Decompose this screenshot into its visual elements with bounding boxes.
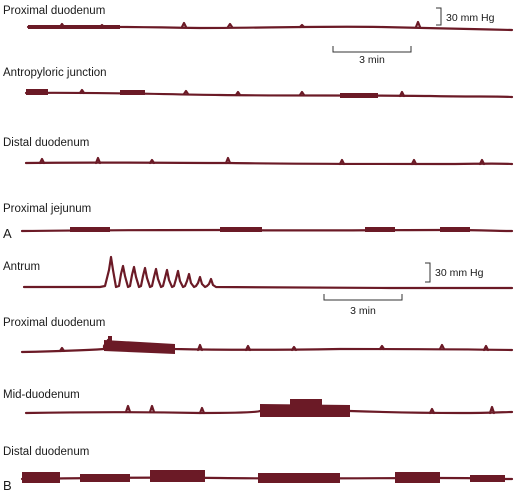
trace-label-a-antropyloric-junction: Antropyloric junction — [3, 67, 107, 79]
pressure-scale-label-b: 30 mm Hg — [435, 267, 484, 279]
pressure-scale-label-a: 30 mm Hg — [446, 12, 495, 24]
trace-a-antropyloric-junction — [24, 88, 514, 99]
trace-b-proximal-duodenum — [20, 336, 514, 354]
pressure-scale-bar-a — [436, 7, 442, 26]
trace-label-b-antrum: Antrum — [3, 261, 40, 273]
trace-b-distal-duodenum — [20, 470, 514, 483]
trace-a-distal-duodenum — [24, 156, 514, 166]
trace-a-proximal-duodenum — [26, 20, 514, 32]
pressure-scale-bar-b — [425, 262, 431, 283]
trace-a-proximal-jejunum — [20, 227, 514, 233]
trace-label-b-proximal-duodenum: Proximal duodenum — [3, 317, 105, 329]
time-scale-bar-b — [323, 294, 403, 301]
panel-letter-a: A — [3, 226, 12, 241]
trace-label-b-mid-duodenum: Mid-duodenum — [3, 389, 80, 401]
panel-letter-b: B — [3, 478, 12, 493]
time-scale-label-a: 3 min — [359, 54, 385, 66]
trace-label-a-distal-duodenum: Distal duodenum — [3, 137, 89, 149]
trace-label-a-proximal-jejunum: Proximal jejunum — [3, 203, 91, 215]
trace-b-antrum — [22, 255, 514, 290]
trace-b-mid-duodenum — [24, 399, 514, 417]
trace-label-b-distal-duodenum: Distal duodenum — [3, 446, 89, 458]
time-scale-bar-a — [332, 46, 412, 53]
trace-label-a-proximal-duodenum: Proximal duodenum — [3, 5, 105, 17]
time-scale-label-b: 3 min — [350, 305, 376, 317]
